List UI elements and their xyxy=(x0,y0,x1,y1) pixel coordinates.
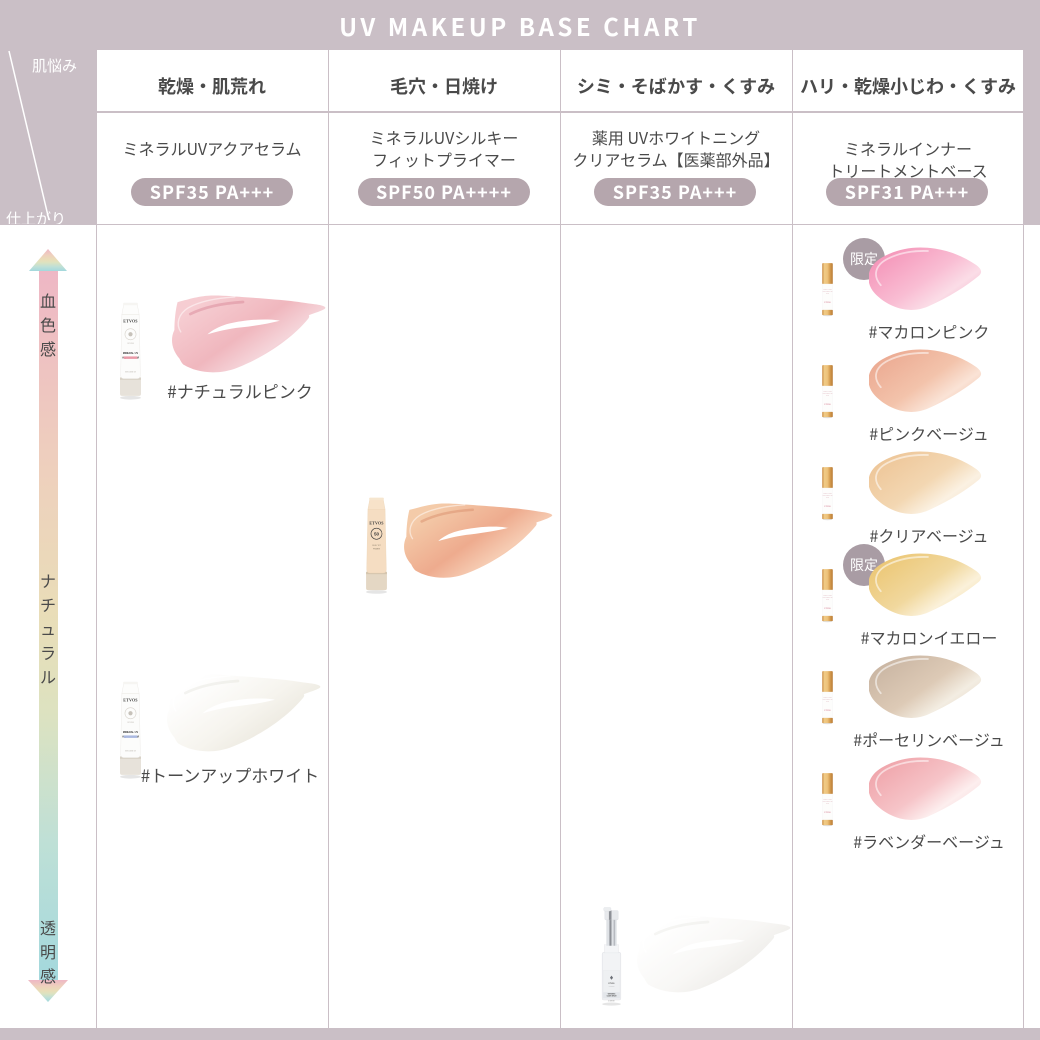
svg-text:ETVOS: ETVOS xyxy=(609,983,616,985)
svg-text:PRIMER: PRIMER xyxy=(373,549,381,551)
svg-text:ETVOS: ETVOS xyxy=(609,1001,615,1003)
svg-text:ETVOS: ETVOS xyxy=(369,521,384,526)
svg-text:SILKY FIT: SILKY FIT xyxy=(372,545,381,547)
svg-text:50: 50 xyxy=(374,532,380,537)
